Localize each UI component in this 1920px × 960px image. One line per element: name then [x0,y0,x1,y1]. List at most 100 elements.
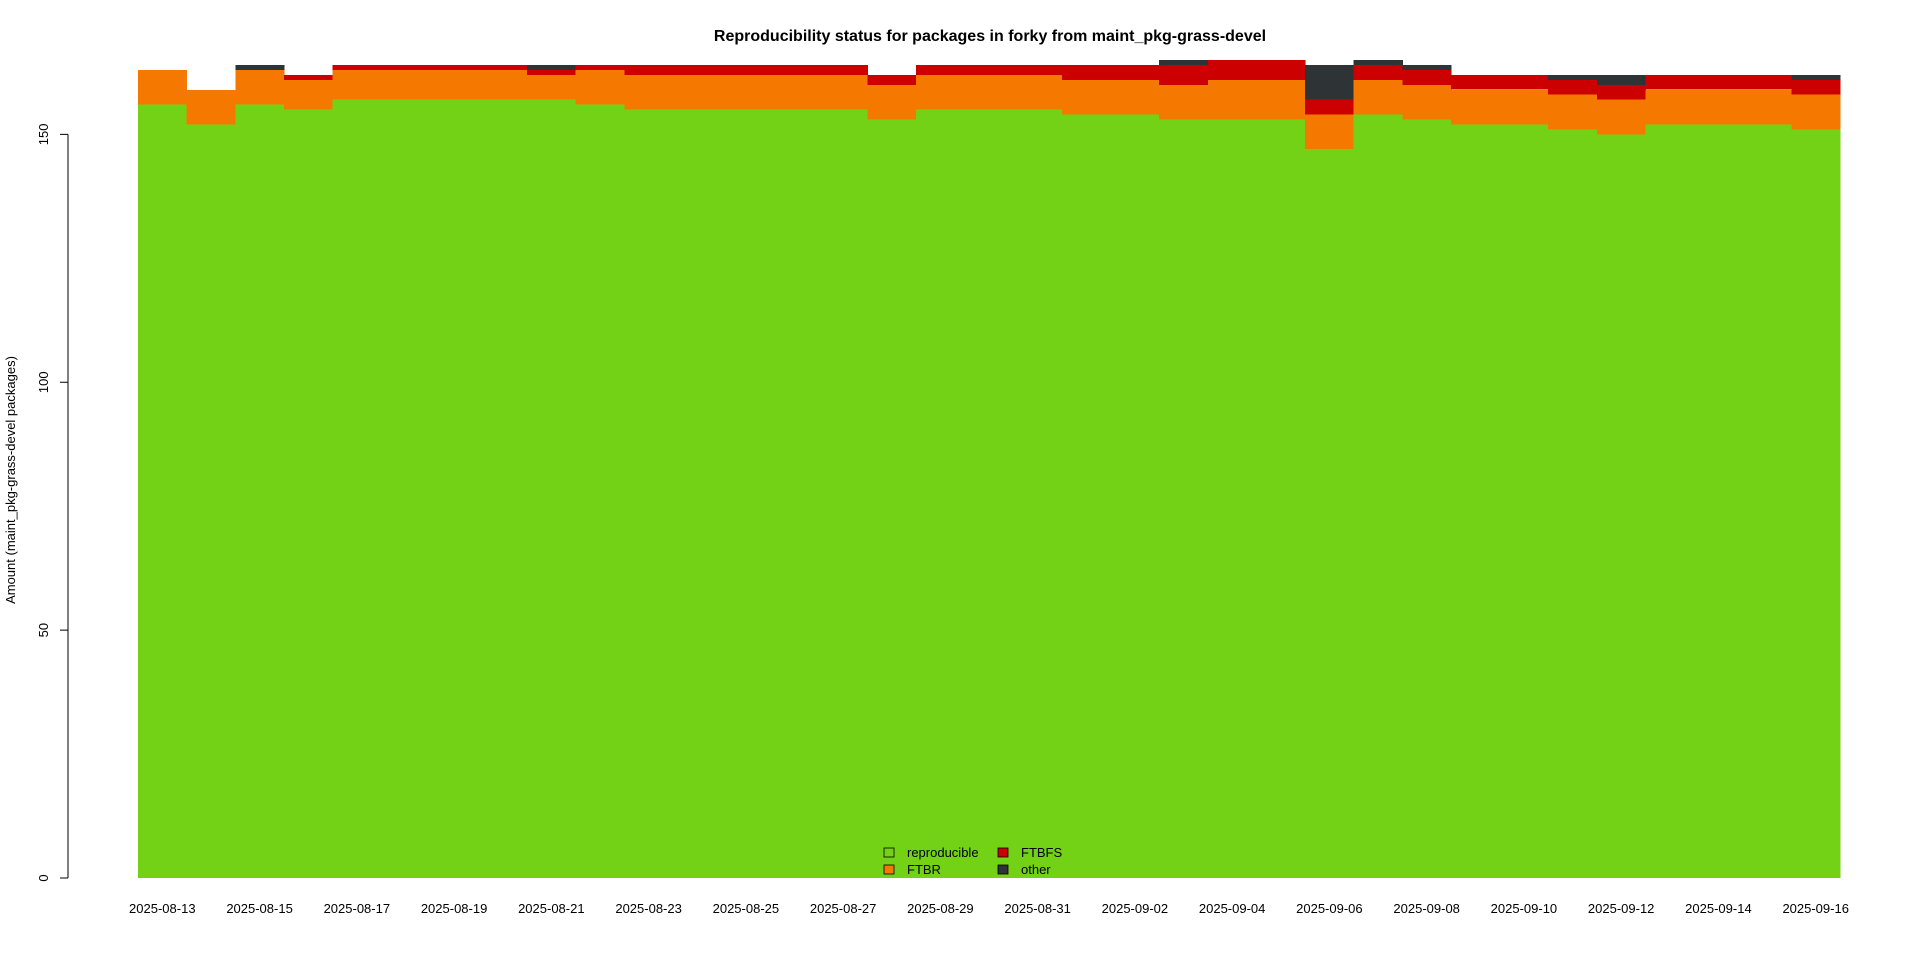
bar-segment-FTBFS-2025-08-19 [429,64,479,70]
bar-segment-FTBR-2025-09-03 [1159,84,1209,120]
bar-segment-reproducible-2025-09-14 [1694,124,1744,878]
bar-segment-reproducible-2025-08-20 [478,99,528,878]
bar-segment-FTBFS-2025-08-20 [478,64,528,70]
bar-segment-FTBFS-2025-09-13 [1645,74,1695,90]
bar-segment-FTBR-2025-08-19 [429,69,479,100]
bar-segment-FTBR-2025-08-31 [1013,74,1063,110]
bar-segment-FTBR-2025-08-13 [138,69,188,105]
bar-segment-FTBFS-2025-09-09 [1450,74,1501,90]
bar-segment-FTBFS-2025-08-26 [770,64,820,75]
x-tick-label: 2025-08-21 [518,901,585,916]
bar-segment-reproducible-2025-08-30 [964,109,1014,878]
bar-segment-reproducible-2025-08-19 [429,99,479,878]
bar-segment-FTBFS-2025-08-18 [381,64,431,70]
bar-segment-reproducible-2025-08-18 [381,99,431,878]
y-tick-label: 100 [36,371,51,393]
bar-segment-FTBFS-2025-08-31 [1013,64,1063,75]
bar-segment-reproducible-2025-09-05 [1256,119,1306,879]
bar-segment-reproducible-2025-09-12 [1596,134,1647,879]
x-tick-label: 2025-08-23 [615,901,682,916]
bar-segment-reproducible-2025-08-25 [721,109,771,878]
x-tick-label: 2025-08-29 [907,901,974,916]
bar-segment-FTBFS-2025-09-07 [1353,64,1403,80]
bar-segment-FTBR-2025-08-16 [283,79,334,110]
x-tick-label: 2025-08-27 [810,901,877,916]
bar-segment-FTBR-2025-08-22 [575,69,625,105]
bar-segment-FTBR-2025-09-08 [1402,84,1452,120]
bar-segment-FTBR-2025-08-21 [527,74,577,100]
bar-segment-reproducible-2025-09-02 [1110,114,1160,878]
bar-segment-reproducible-2025-09-10 [1499,124,1549,878]
bar-segment-FTBR-2025-08-17 [332,69,382,100]
bar-segment-other-2025-09-11 [1548,74,1598,80]
bar-segment-reproducible-2025-08-29 [916,109,966,878]
x-axis: 2025-08-13 2025-08-15 2025-08-17 2025-08-19… [129,901,1849,916]
x-tick-label: 2025-09-12 [1588,901,1655,916]
bar-segment-reproducible-2025-08-13 [138,104,188,879]
bar-segment-FTBR-2025-09-04 [1207,79,1258,120]
bar-segment-FTBR-2025-09-09 [1450,89,1501,125]
y-axis: 0 50 100 150 [36,124,69,882]
bar-segment-FTBFS-2025-09-05 [1256,60,1306,80]
bar-segment-FTBFS-2025-09-16 [1791,79,1841,95]
bar-segment-FTBR-2025-08-26 [770,74,820,110]
x-tick-label: 2025-08-13 [129,901,196,916]
bar-segment-FTBR-2025-09-16 [1791,94,1841,130]
bar-segment-reproducible-2025-09-11 [1548,129,1598,878]
bar-segment-reproducible-2025-09-03 [1159,119,1209,879]
bar-segment-FTBFS-2025-08-21 [527,69,577,75]
x-tick-label: 2025-09-14 [1685,901,1752,916]
bar-segment-FTBR-2025-08-28 [867,84,917,120]
y-tick-label: 0 [36,874,51,881]
bar-segment-reproducible-2025-08-21 [527,99,577,878]
x-tick-label: 2025-09-10 [1491,901,1558,916]
legend-label-FTBFS: FTBFS [1021,845,1062,860]
bar-segment-reproducible-2025-09-16 [1791,129,1841,878]
bar-segment-other-2025-09-16 [1791,74,1841,80]
bar-segment-FTBR-2025-09-12 [1596,99,1647,135]
bar-segment-FTBR-2025-08-24 [672,74,723,110]
legend-swatch-FTBR [883,864,895,875]
bar-segment-other-2025-08-15 [235,64,285,70]
bar-segment-FTBR-2025-08-18 [381,69,431,100]
bar-segment-other-2025-09-07 [1353,60,1403,65]
bar-segment-FTBR-2025-09-13 [1645,89,1695,125]
x-tick-label: 2025-08-25 [713,901,780,916]
bar-segment-FTBFS-2025-08-23 [624,64,674,75]
x-tick-label: 2025-08-17 [324,901,391,916]
bar-segment-reproducible-2025-08-26 [770,109,820,878]
bar-segment-FTBR-2025-08-30 [964,74,1014,110]
bar-segment-FTBFS-2025-09-15 [1742,74,1792,90]
chart-title: Reproducibility status for packages in f… [714,28,1266,45]
legend-swatch-reproducible [883,847,895,858]
x-tick-label: 2025-09-04 [1199,901,1266,916]
bar-segment-FTBFS-2025-08-22 [575,64,625,70]
legend-label-FTBR: FTBR [907,862,941,877]
bar-segment-FTBFS-2025-09-04 [1207,60,1258,80]
bar-segment-reproducible-2025-09-08 [1402,119,1452,879]
x-tick-label: 2025-09-02 [1102,901,1169,916]
bar-segment-reproducible-2025-09-04 [1207,119,1258,879]
bar-segment-FTBFS-2025-09-10 [1499,74,1549,90]
bar-segment-FTBR-2025-09-07 [1353,79,1403,115]
bar-segment-reproducible-2025-09-07 [1353,114,1403,878]
bar-segment-FTBR-2025-08-14 [186,89,236,125]
bar-segment-FTBFS-2025-08-28 [867,74,917,85]
bar-segment-reproducible-2025-08-16 [283,109,334,878]
bar-segment-reproducible-2025-08-23 [624,109,674,878]
bar-segment-FTBR-2025-09-11 [1548,94,1598,130]
x-tick-label: 2025-08-19 [421,901,488,916]
bar-segment-FTBFS-2025-09-12 [1596,84,1647,100]
bar-segment-other-2025-09-12 [1596,74,1647,85]
bar-segment-reproducible-2025-08-14 [186,124,236,878]
x-tick-label: 2025-08-15 [226,901,293,916]
bar-segment-FTBFS-2025-08-29 [916,64,966,75]
bar-segment-FTBR-2025-09-02 [1110,79,1160,115]
bar-segment-FTBFS-2025-08-30 [964,64,1014,75]
x-tick-label: 2025-09-08 [1393,901,1460,916]
bar-segment-FTBR-2025-08-20 [478,69,528,100]
bar-segment-FTBFS-2025-09-06 [1305,99,1355,115]
bar-segment-FTBFS-2025-08-17 [332,64,382,70]
bar-segment-FTBFS-2025-09-11 [1548,79,1598,95]
